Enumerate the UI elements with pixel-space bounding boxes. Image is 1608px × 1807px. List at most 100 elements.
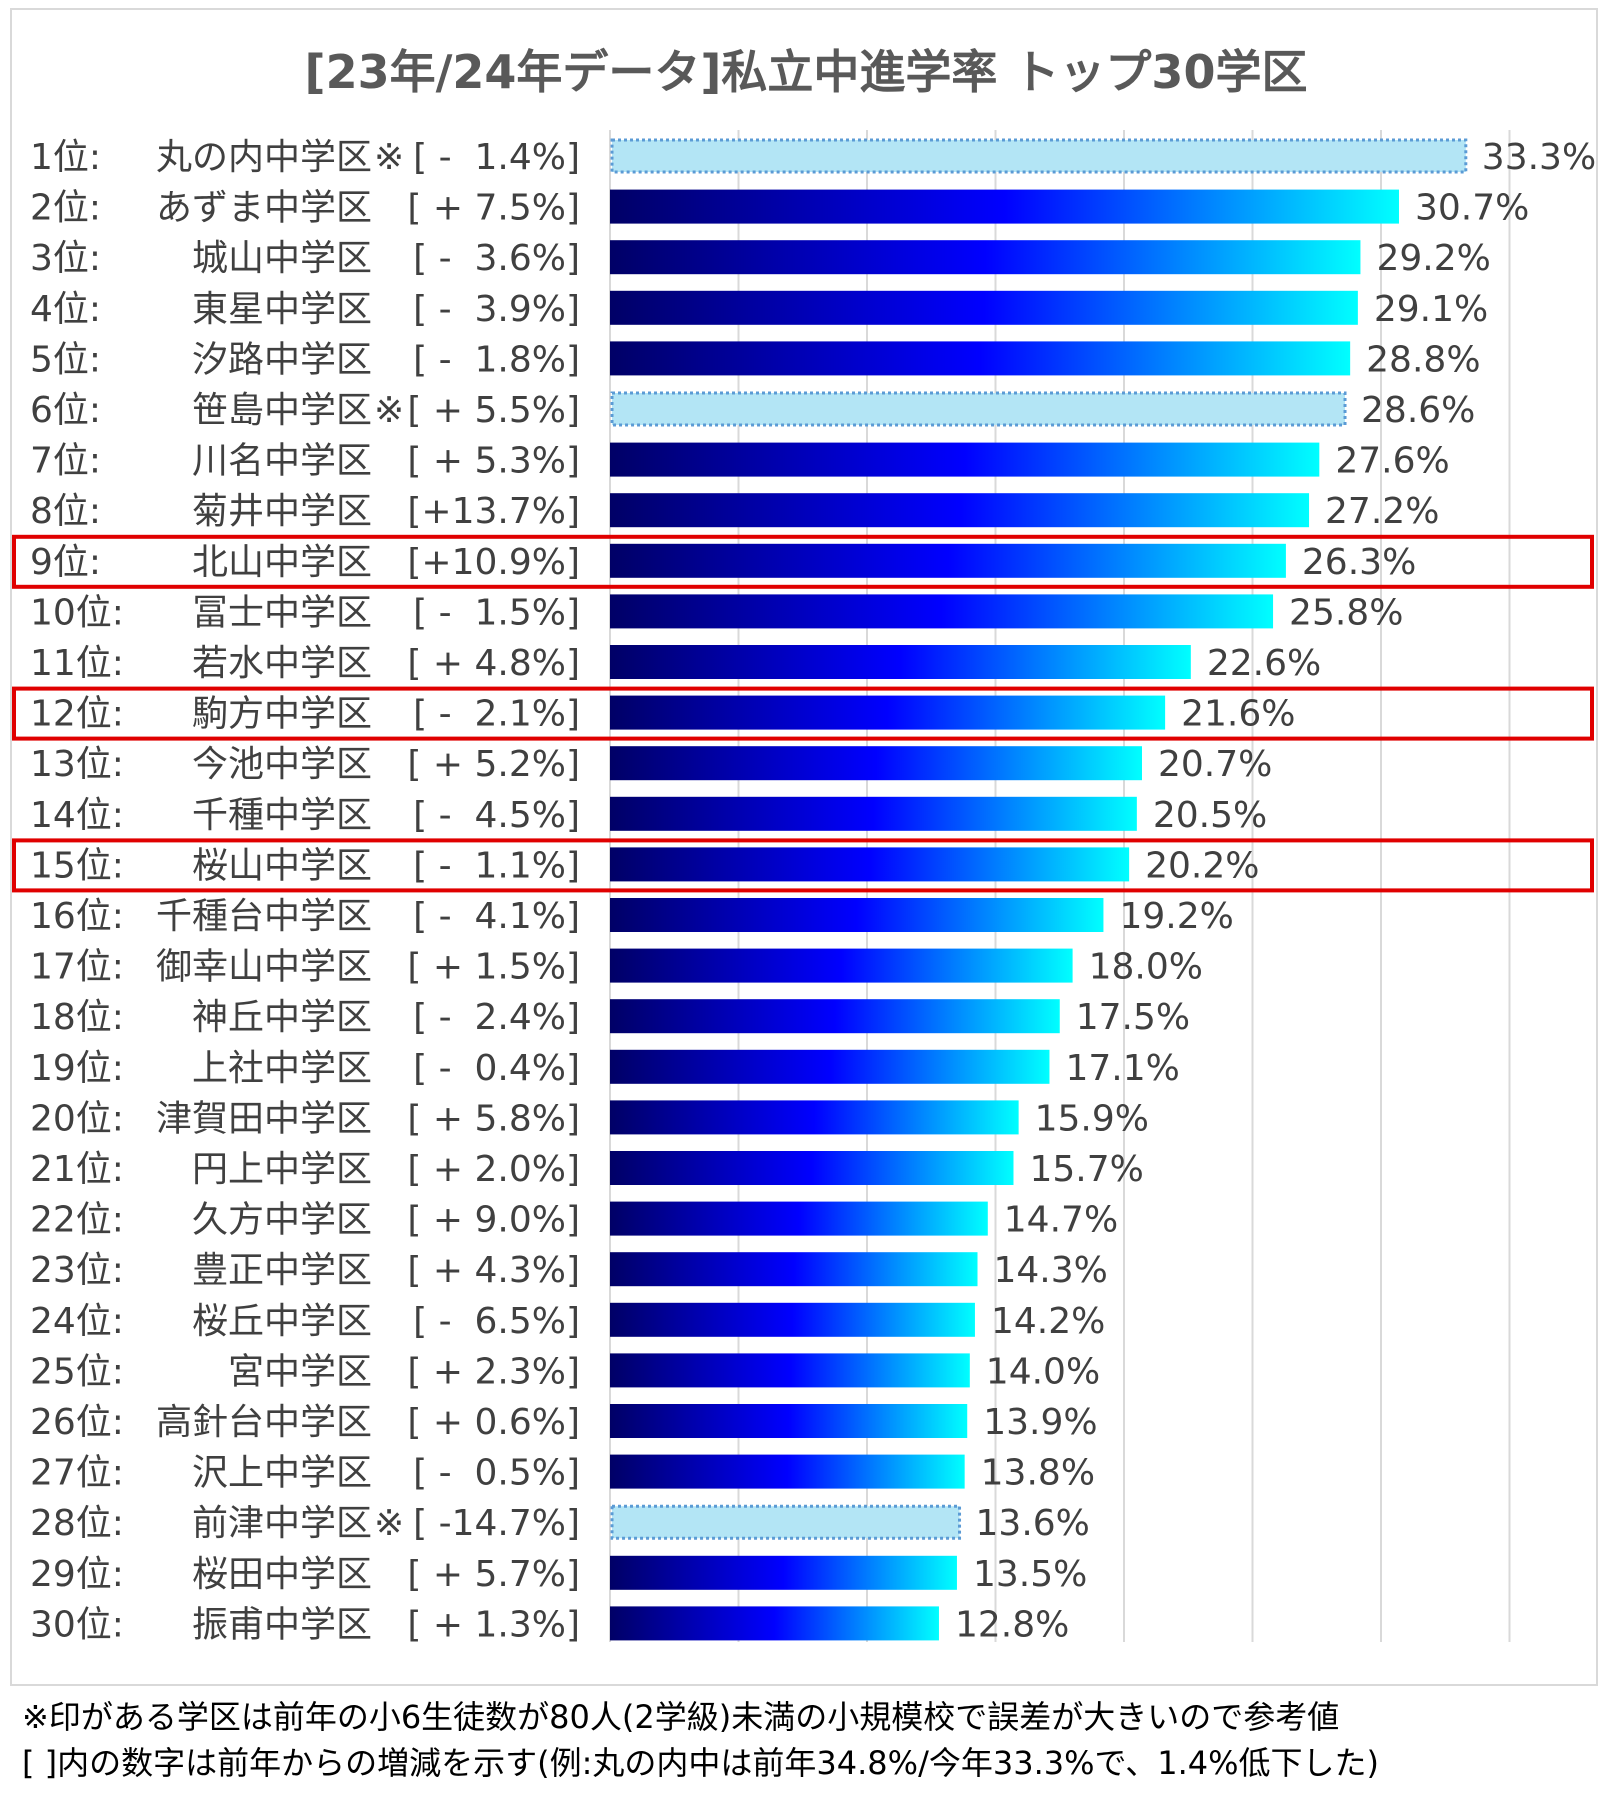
bar-row: 17位: 御幸山中学区 [ + 1.5%] 18.0% xyxy=(30,947,1203,988)
bar xyxy=(610,594,1274,629)
bar xyxy=(610,999,1060,1034)
bar xyxy=(610,543,1286,578)
reference-mark: ※ xyxy=(374,137,404,178)
value-label: 15.7% xyxy=(1029,1149,1143,1190)
highlight-box xyxy=(12,534,1594,589)
rank-label: 7位: xyxy=(30,441,101,482)
school-name-label: 笹島中学区 xyxy=(192,390,372,431)
school-name-label: あずま中学区 xyxy=(156,188,372,229)
change-label: [ - 1.1%] xyxy=(413,845,580,886)
bar-reference xyxy=(610,138,1468,174)
bar xyxy=(610,645,1191,679)
change-label: [ - 3.6%] xyxy=(413,238,580,279)
rank-label: 29位: xyxy=(30,1554,124,1595)
rank-label: 27位: xyxy=(30,1453,124,1494)
bar-row: 15位: 桜山中学区 [ - 1.1%] 20.2% xyxy=(12,838,1594,893)
value-label: 14.2% xyxy=(991,1301,1105,1342)
school-name-label: 今池中学区 xyxy=(192,744,372,785)
bar-row: 27位: 沢上中学区 [ - 0.5%] 13.8% xyxy=(30,1453,1095,1494)
footnote-change-note: [ ]内の数字は前年からの増減を示す(例:丸の内中は前年34.8%/今年33.3… xyxy=(22,1744,1380,1782)
bar-row: 21位: 円上中学区 [ + 2.0%] 15.7% xyxy=(30,1149,1144,1190)
value-label: 17.1% xyxy=(1065,1048,1179,1089)
bar-reference xyxy=(610,391,1347,427)
rank-label: 21位: xyxy=(30,1149,124,1190)
change-label: [ + 5.3%] xyxy=(407,441,580,482)
value-label: 15.9% xyxy=(1035,1098,1149,1139)
value-label: 13.5% xyxy=(973,1554,1087,1595)
bar-row: 12位: 駒方中学区 [ - 2.1%] 21.6% xyxy=(12,686,1594,741)
school-name-label: 高針台中学区 xyxy=(156,1402,372,1443)
rank-label: 5位: xyxy=(30,339,101,380)
bar-row: 4位: 東星中学区 [ - 3.9%] 29.1% xyxy=(30,289,1488,330)
rank-label: 25位: xyxy=(30,1351,124,1392)
school-name-label: 御幸山中学区 xyxy=(156,947,372,988)
rank-label: 30位: xyxy=(30,1604,124,1645)
value-label: 22.6% xyxy=(1207,643,1321,684)
bar-row: 23位: 豊正中学区 [ + 4.3%] 14.3% xyxy=(30,1250,1108,1291)
value-label: 19.2% xyxy=(1119,896,1233,937)
change-label: [ - 4.5%] xyxy=(413,795,580,836)
bar xyxy=(610,1555,957,1590)
change-label: [ + 4.3%] xyxy=(407,1250,580,1291)
bar xyxy=(610,948,1073,983)
bar-row: 9位: 北山中学区 [+10.9%] 26.3% xyxy=(12,534,1594,589)
value-label: 18.0% xyxy=(1089,947,1203,988)
change-label: [ + 5.5%] xyxy=(407,390,580,431)
rank-label: 23位: xyxy=(30,1250,124,1291)
value-label: 28.8% xyxy=(1366,339,1480,380)
school-name-label: 駒方中学区 xyxy=(192,694,372,735)
bar-row: 10位: 冨士中学区 [ - 1.5%] 25.8% xyxy=(30,592,1403,633)
change-label: [ - 1.5%] xyxy=(413,592,580,633)
value-label: 13.9% xyxy=(983,1402,1097,1443)
change-label: [ - 0.4%] xyxy=(413,1048,580,1089)
bar xyxy=(610,189,1399,224)
rank-label: 24位: xyxy=(30,1301,124,1342)
bar xyxy=(610,695,1166,730)
school-name-label: 円上中学区 xyxy=(192,1149,372,1190)
bar-row: 6位: 笹島中学区 ※[ + 5.5%] 28.6% xyxy=(30,390,1475,431)
change-label: [ - 2.1%] xyxy=(413,694,580,735)
rank-label: 26位: xyxy=(30,1402,124,1443)
change-label: [+10.9%] xyxy=(407,542,580,583)
bar-row: 8位: 菊井中学区 [+13.7%] 27.2% xyxy=(30,491,1439,532)
bar-row: 24位: 桜丘中学区 [ - 6.5%] 14.2% xyxy=(30,1301,1105,1342)
bar-row: 20位: 津賀田中学区 [ + 5.8%] 15.9% xyxy=(30,1098,1149,1139)
value-label: 25.8% xyxy=(1289,592,1403,633)
change-label: [ + 2.3%] xyxy=(407,1351,580,1392)
bar xyxy=(610,847,1130,882)
bar-row: 16位: 千種台中学区 [ - 4.1%] 19.2% xyxy=(30,896,1234,937)
bar xyxy=(610,1404,968,1438)
rank-label: 16位: xyxy=(30,896,124,937)
value-label: 29.2% xyxy=(1376,238,1490,279)
rank-label: 4位: xyxy=(30,289,101,330)
bar-row: 13位: 今池中学区 [ + 5.2%] 20.7% xyxy=(30,744,1272,785)
bar-row: 3位: 城山中学区 [ - 3.6%] 29.2% xyxy=(30,238,1491,279)
value-label: 28.6% xyxy=(1361,390,1475,431)
school-name-label: 久方中学区 xyxy=(192,1200,372,1241)
change-label: [ + 5.2%] xyxy=(407,744,580,785)
school-name-label: 千種中学区 xyxy=(192,795,372,836)
gridlines xyxy=(609,130,1511,1642)
change-label: [ - 1.8%] xyxy=(413,339,580,380)
value-label: 20.2% xyxy=(1145,845,1259,886)
bar xyxy=(610,1252,978,1287)
school-name-label: 菊井中学区 xyxy=(192,491,372,532)
bar-row: 14位: 千種中学区 [ - 4.5%] 20.5% xyxy=(30,795,1267,836)
value-label: 20.5% xyxy=(1153,795,1267,836)
value-label: 20.7% xyxy=(1158,744,1272,785)
change-label: [ + 7.5%] xyxy=(407,188,580,229)
school-name-label: 津賀田中学区 xyxy=(156,1098,372,1139)
school-name-label: 城山中学区 xyxy=(192,238,372,279)
bar xyxy=(610,746,1142,781)
bar-row: 11位: 若水中学区 [ + 4.8%] 22.6% xyxy=(30,643,1321,684)
change-label: [+13.7%] xyxy=(407,491,580,532)
change-label: [ - 1.4%] xyxy=(413,137,580,178)
chart-title: [23年/24年データ]私立中進学率 トップ30学区 xyxy=(305,45,1308,99)
reference-mark: ※ xyxy=(374,1503,404,1544)
footnote-reference-note: ※印がある学区は前年の小6生徒数が80人(2学級)未満の小規模校で誤差が大きいの… xyxy=(22,1698,1340,1736)
value-label: 13.6% xyxy=(976,1503,1090,1544)
value-label: 14.7% xyxy=(1004,1200,1118,1241)
school-name-label: 東星中学区 xyxy=(192,289,372,330)
rank-label: 12位: xyxy=(30,694,124,735)
ranking-bar-chart: [23年/24年データ]私立中進学率 トップ30学区 1位: 丸の内中学区 ※[ -… xyxy=(12,45,1596,1645)
